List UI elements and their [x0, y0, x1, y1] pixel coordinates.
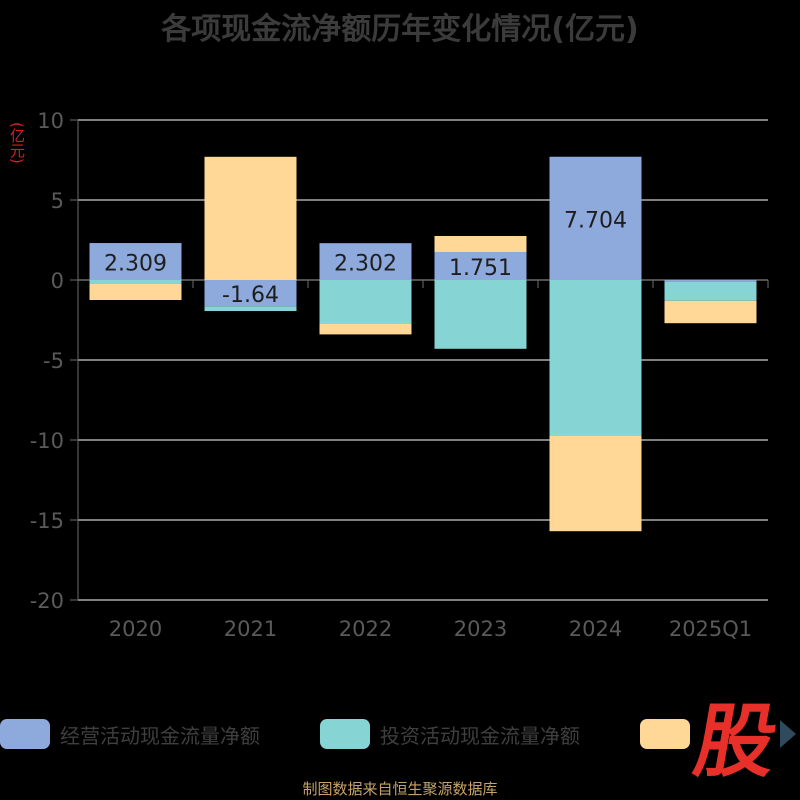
bar-operating: [664, 280, 757, 282]
data-label: -1.64: [222, 283, 279, 308]
bar-financing: [89, 284, 182, 300]
bar-investing: [89, 280, 182, 284]
x-tick-label: 2020: [109, 617, 162, 641]
bar-financing: [319, 323, 412, 335]
y-tick-label: 10: [37, 109, 64, 133]
legend-item-financing[interactable]: [640, 716, 700, 752]
bar-financing: [664, 300, 757, 324]
x-tick-label: 2023: [454, 617, 507, 641]
bar-operating: [89, 243, 182, 280]
bar-investing: [434, 280, 527, 349]
y-tick-label: -5: [43, 349, 64, 373]
legend: 经营活动现金流量净额 投资活动现金流量净额: [0, 716, 800, 752]
chart-title: 各项现金流净额历年变化情况(亿元): [161, 12, 639, 47]
bar-investing: [664, 281, 757, 301]
x-tick-label: 2024: [569, 617, 622, 641]
legend-label-operating: 经营活动现金流量净额: [60, 723, 260, 748]
data-label: 7.704: [564, 208, 627, 233]
legend-label-investing: 投资活动现金流量净额: [380, 723, 580, 748]
bar-investing: [204, 306, 297, 312]
bar-operating: [204, 280, 297, 307]
legend-swatch-financing: [640, 719, 690, 749]
x-tick-label: 2022: [339, 617, 392, 641]
data-label: 2.309: [104, 252, 167, 277]
y-tick-label: -20: [30, 589, 64, 613]
data-label: 2.302: [334, 252, 397, 277]
bar-operating: [434, 251, 527, 280]
x-tick-label: 2025Q1: [669, 617, 752, 641]
y-tick-label: -10: [30, 429, 64, 453]
y-axis-unit-label: (亿元): [8, 122, 26, 164]
y-tick-label: 5: [51, 189, 64, 213]
legend-swatch-investing: [320, 719, 370, 749]
data-label: 1.751: [449, 256, 512, 281]
x-tick-label: 2021: [224, 617, 277, 641]
bar-financing: [434, 235, 527, 252]
y-tick-label: -15: [30, 509, 64, 533]
bar-investing: [319, 280, 412, 324]
source-label: 制图数据来自恒生聚源数据库: [302, 780, 498, 798]
bar-financing: [549, 435, 642, 532]
y-tick-label: 0: [51, 269, 64, 293]
bar-operating: [549, 156, 642, 280]
bar-operating: [319, 243, 412, 280]
bar-financing: [204, 156, 297, 280]
legend-swatch-operating: [0, 719, 50, 749]
stock-badge-logo: 股: [687, 694, 785, 788]
legend-item-investing[interactable]: 投资活动现金流量净额: [320, 716, 580, 752]
legend-next-arrow-icon[interactable]: [780, 720, 796, 748]
bar-investing: [549, 280, 642, 436]
legend-item-operating[interactable]: 经营活动现金流量净额: [0, 716, 260, 752]
